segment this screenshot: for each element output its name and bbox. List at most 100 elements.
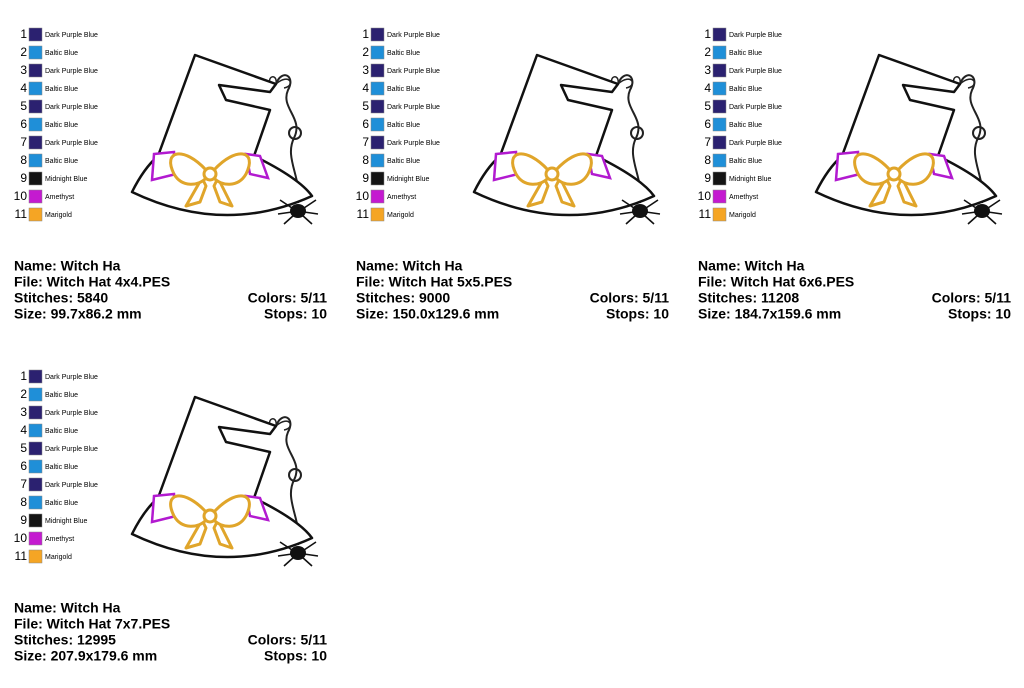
thread-number: 7 — [704, 135, 711, 149]
thread-number: 5 — [20, 441, 27, 455]
thread-name: Baltic Blue — [729, 86, 762, 93]
design-stitches: Stitches: 11208 — [698, 290, 799, 306]
thread-swatch — [28, 189, 43, 204]
thread-swatch — [370, 45, 385, 60]
thread-swatch — [712, 45, 727, 60]
thread-name: Baltic Blue — [387, 122, 420, 129]
thread-name: Marigold — [387, 212, 414, 219]
thread-number: 11 — [699, 207, 712, 221]
thread-swatch — [712, 153, 727, 168]
thread-name: Dark Purple Blue — [729, 140, 782, 147]
thread-name: Dark Purple Blue — [387, 68, 440, 75]
thread-number: 10 — [14, 531, 28, 545]
thread-swatch — [28, 405, 43, 420]
design-name: Name: Witch Ha — [14, 600, 121, 616]
thread-number: 5 — [362, 99, 369, 113]
design-file: File: Witch Hat 7x7.PES — [14, 616, 170, 632]
thread-number: 8 — [20, 495, 27, 509]
design-size: Size: 99.7x86.2 mm — [14, 306, 142, 322]
design-card: 1 Dark Purple Blue 2 Baltic Blue 3 Dark Purpl… — [356, 27, 670, 322]
thread-number: 10 — [698, 189, 712, 203]
thread-number: 7 — [362, 135, 369, 149]
thread-name: Baltic Blue — [45, 86, 78, 93]
thread-swatch — [712, 135, 727, 150]
thread-swatch — [370, 27, 385, 42]
thread-number: 9 — [20, 171, 27, 185]
thread-swatch — [28, 387, 43, 402]
thread-swatch — [28, 459, 43, 474]
thread-swatch — [370, 63, 385, 78]
design-stops: Stops: 10 — [606, 306, 669, 322]
thread-name: Baltic Blue — [387, 86, 420, 93]
thread-name: Baltic Blue — [45, 500, 78, 507]
thread-swatch — [370, 153, 385, 168]
thread-number: 10 — [14, 189, 28, 203]
design-colors: Colors: 5/11 — [248, 632, 328, 648]
thread-number: 1 — [20, 27, 27, 41]
thread-swatch — [370, 99, 385, 114]
thread-swatch — [28, 477, 43, 492]
thread-name: Dark Purple Blue — [729, 32, 782, 39]
design-stitches: Stitches: 9000 — [356, 290, 450, 306]
thread-number: 2 — [362, 45, 369, 59]
design-stops: Stops: 10 — [264, 306, 327, 322]
thread-name: Dark Purple Blue — [45, 446, 98, 453]
thread-swatch — [370, 207, 385, 222]
design-file: File: Witch Hat 5x5.PES — [356, 274, 512, 290]
thread-swatch — [712, 171, 727, 186]
design-file: File: Witch Hat 4x4.PES — [14, 274, 170, 290]
thread-swatch — [370, 189, 385, 204]
thread-number: 11 — [357, 207, 370, 221]
thread-name: Dark Purple Blue — [45, 482, 98, 489]
thread-number: 1 — [704, 27, 711, 41]
thread-swatch — [28, 135, 43, 150]
thread-number: 6 — [20, 117, 27, 131]
thread-name: Amethyst — [729, 194, 758, 201]
thread-name: Baltic Blue — [45, 50, 78, 57]
thread-name: Baltic Blue — [729, 50, 762, 57]
thread-number: 3 — [20, 405, 27, 419]
thread-number: 10 — [356, 189, 370, 203]
thread-name: Dark Purple Blue — [45, 32, 98, 39]
thread-name: Dark Purple Blue — [45, 410, 98, 417]
thread-name: Dark Purple Blue — [729, 68, 782, 75]
design-colors: Colors: 5/11 — [590, 290, 670, 306]
thread-name: Midnight Blue — [729, 176, 772, 183]
thread-number: 8 — [704, 153, 711, 167]
thread-number: 4 — [704, 81, 711, 95]
thread-number: 8 — [20, 153, 27, 167]
thread-name: Baltic Blue — [45, 122, 78, 129]
thread-swatch — [28, 171, 43, 186]
thread-swatch — [28, 153, 43, 168]
thread-name: Baltic Blue — [729, 122, 762, 129]
hat-image — [130, 53, 320, 226]
thread-swatch — [28, 63, 43, 78]
design-card: 1 Dark Purple Blue 2 Baltic Blue 3 Dark Purpl… — [698, 27, 1012, 322]
design-name: Name: Witch Ha — [698, 258, 805, 274]
design-stops: Stops: 10 — [948, 306, 1011, 322]
thread-swatch — [28, 117, 43, 132]
thread-name: Dark Purple Blue — [45, 374, 98, 381]
design-colors: Colors: 5/11 — [932, 290, 1012, 306]
thread-number: 6 — [20, 459, 27, 473]
thread-number: 2 — [704, 45, 711, 59]
thread-name: Marigold — [45, 554, 72, 561]
thread-swatch — [28, 99, 43, 114]
thread-number: 2 — [20, 387, 27, 401]
thread-name: Dark Purple Blue — [387, 104, 440, 111]
thread-swatch — [28, 441, 43, 456]
thread-swatch — [370, 117, 385, 132]
thread-swatch — [28, 549, 43, 564]
thread-number: 3 — [704, 63, 711, 77]
thread-swatch — [28, 513, 43, 528]
thread-swatch — [370, 81, 385, 96]
thread-name: Baltic Blue — [387, 158, 420, 165]
thread-swatch — [712, 117, 727, 132]
thread-number: 4 — [20, 81, 27, 95]
thread-name: Marigold — [45, 212, 72, 219]
design-stops: Stops: 10 — [264, 648, 327, 664]
thread-name: Dark Purple Blue — [45, 68, 98, 75]
thread-swatch — [712, 81, 727, 96]
